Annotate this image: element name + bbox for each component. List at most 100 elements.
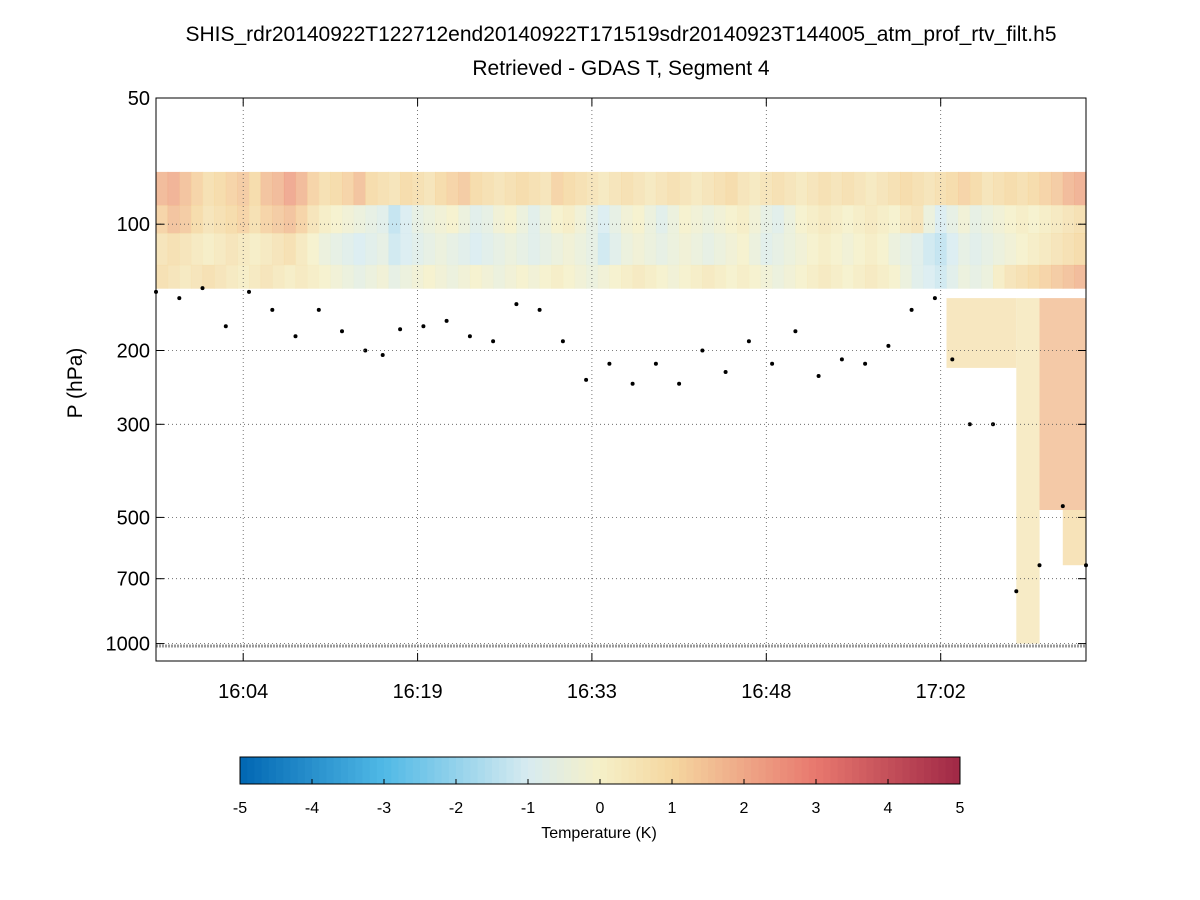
colorbar-swatch bbox=[700, 757, 709, 784]
heatmap-cell bbox=[376, 205, 390, 234]
colorbar-swatch bbox=[405, 757, 414, 784]
heatmap-cell bbox=[190, 233, 204, 266]
heatmap-cell bbox=[237, 171, 250, 206]
heatmap-cell bbox=[1016, 233, 1029, 266]
heatmap-cell bbox=[1027, 233, 1041, 266]
cloud-top-point bbox=[177, 296, 182, 301]
heatmap-cell bbox=[597, 233, 610, 266]
heatmap-cell bbox=[272, 205, 285, 234]
heatmap-cell bbox=[679, 233, 692, 266]
cloud-top-point bbox=[1060, 504, 1065, 509]
heatmap-cell bbox=[609, 233, 622, 266]
heatmap-cell bbox=[900, 205, 913, 234]
colorbar-swatch bbox=[931, 757, 939, 784]
y-tick-label: 50 bbox=[128, 88, 150, 110]
heatmap-cell bbox=[1062, 205, 1075, 234]
heatmap-cell bbox=[632, 264, 645, 289]
colorbar-tick-label: 3 bbox=[812, 800, 821, 817]
colorbar-swatch bbox=[304, 757, 313, 784]
heatmap-cell bbox=[481, 264, 494, 289]
cloud-top-point bbox=[863, 361, 868, 366]
heatmap-cell bbox=[574, 264, 587, 289]
colorbar-swatch bbox=[283, 757, 291, 784]
heatmap-cell bbox=[365, 233, 378, 266]
heatmap-cell bbox=[1039, 298, 1086, 510]
heatmap-cell bbox=[725, 264, 738, 289]
heatmap-cell bbox=[283, 205, 297, 234]
colorbar-tick-label: 2 bbox=[740, 800, 749, 817]
colorbar-swatch bbox=[808, 757, 817, 784]
colorbar-tick-label: -1 bbox=[521, 800, 535, 817]
heatmap-cell bbox=[156, 205, 169, 234]
heatmap-cell bbox=[714, 205, 727, 234]
heatmap-cell bbox=[923, 233, 936, 266]
colorbar-swatch bbox=[506, 757, 514, 784]
colorbar-swatch bbox=[657, 757, 666, 784]
heatmap-cell bbox=[690, 264, 703, 289]
heatmap-cell bbox=[644, 171, 657, 206]
heatmap-cell bbox=[516, 205, 529, 234]
colorbar-swatch bbox=[355, 757, 363, 784]
heatmap-cell bbox=[539, 171, 552, 206]
y-tick-label: 100 bbox=[117, 214, 150, 236]
colorbar-swatch bbox=[643, 757, 651, 784]
heatmap-cell bbox=[1062, 171, 1075, 206]
heatmap-cell bbox=[807, 264, 820, 289]
heatmap-cell bbox=[469, 171, 483, 206]
heatmap-cell bbox=[1039, 264, 1052, 289]
heatmap-cell bbox=[551, 205, 564, 234]
heatmap-cell bbox=[272, 233, 285, 266]
colorbar-tick-label: 5 bbox=[956, 800, 965, 817]
heatmap-cell bbox=[295, 233, 308, 266]
colorbar-swatch bbox=[852, 757, 860, 784]
heatmap-cell bbox=[783, 205, 796, 234]
heatmap-cell bbox=[818, 264, 831, 289]
colorbar-swatch bbox=[909, 757, 918, 784]
heatmap-cell bbox=[202, 205, 215, 234]
colorbar-swatch bbox=[844, 757, 853, 784]
y-tick-label: 500 bbox=[117, 507, 150, 529]
colorbar-swatch bbox=[398, 757, 406, 784]
cloud-top-point bbox=[839, 357, 844, 362]
heatmap-cell bbox=[272, 171, 285, 206]
colorbar-swatch bbox=[664, 757, 673, 784]
heatmap-cell bbox=[911, 233, 924, 266]
heatmap-cell bbox=[562, 205, 576, 234]
colorbar-swatch bbox=[463, 757, 471, 784]
heatmap-cell bbox=[621, 205, 634, 234]
colorbar-swatch bbox=[297, 757, 306, 784]
heatmap-cell bbox=[1016, 171, 1029, 206]
heatmap-cell bbox=[609, 171, 622, 206]
heatmap-cell bbox=[1004, 171, 1017, 206]
colorbar-swatch bbox=[268, 757, 277, 784]
heatmap-cell bbox=[795, 233, 808, 266]
heatmap-cell bbox=[1062, 233, 1075, 266]
heatmap-cell bbox=[388, 233, 401, 266]
heatmap-cell bbox=[795, 171, 808, 206]
heatmap-cell bbox=[179, 205, 192, 234]
colorbar-swatch bbox=[319, 757, 327, 784]
heatmap-cell bbox=[667, 205, 680, 234]
heatmap-cell bbox=[435, 171, 448, 206]
heatmap-cell bbox=[702, 205, 715, 234]
x-tick-label: 16:04 bbox=[218, 681, 268, 703]
heatmap-cell bbox=[388, 264, 401, 289]
heatmap-cell bbox=[469, 205, 483, 234]
colorbar-swatch bbox=[571, 757, 579, 784]
cloud-top-point bbox=[380, 353, 385, 357]
heatmap-cell bbox=[772, 205, 785, 234]
colorbar-swatch bbox=[434, 757, 442, 784]
heatmap-cell bbox=[214, 205, 227, 234]
heatmap-cell bbox=[737, 264, 750, 289]
heatmap-cell bbox=[551, 233, 564, 266]
colorbar-swatch bbox=[636, 757, 644, 784]
cloud-top-point bbox=[607, 361, 612, 366]
cloud-top-point bbox=[200, 286, 205, 291]
heatmap-cell bbox=[934, 205, 948, 234]
heatmap-cell bbox=[528, 171, 541, 206]
colorbar-swatch bbox=[240, 757, 248, 784]
heatmap-cell bbox=[1062, 510, 1087, 566]
colorbar-swatch bbox=[564, 757, 572, 784]
heatmap-cell bbox=[946, 298, 1017, 368]
heatmap-cell bbox=[318, 233, 331, 266]
